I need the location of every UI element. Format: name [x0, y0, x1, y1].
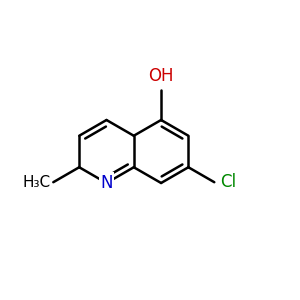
Text: OH: OH	[148, 67, 174, 85]
Text: Cl: Cl	[220, 173, 236, 191]
Text: N: N	[100, 174, 113, 192]
Text: H₃C: H₃C	[22, 175, 50, 190]
